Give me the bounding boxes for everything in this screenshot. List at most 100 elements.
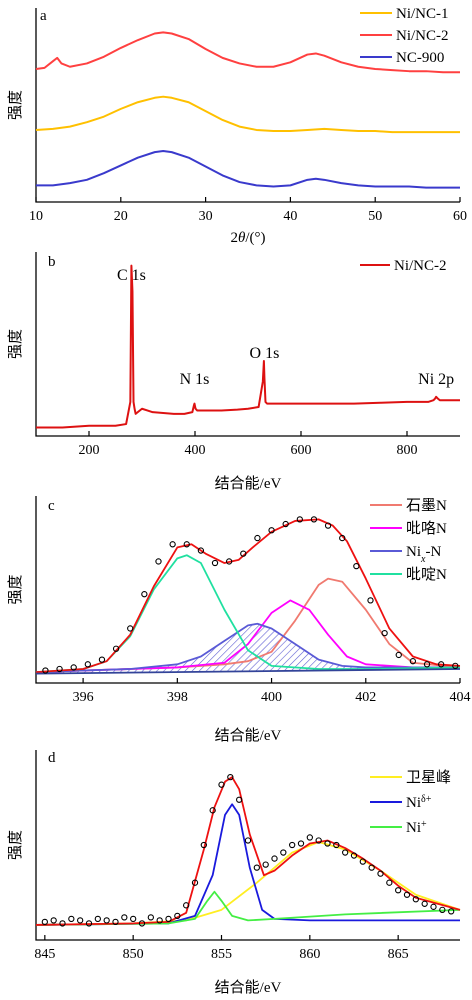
legend-label: Ni/NC-2 <box>396 28 449 44</box>
data-point <box>98 656 106 663</box>
data-point <box>289 841 296 849</box>
data-point <box>268 527 275 534</box>
panel-letter: b <box>48 254 56 270</box>
data-point <box>169 541 176 548</box>
legend-label: NC-900 <box>396 50 444 66</box>
data-point <box>236 796 243 803</box>
series-line-1 <box>35 803 460 926</box>
x-tick-label: 400 <box>185 443 206 458</box>
data-point <box>412 896 419 903</box>
x-tick-label: 50 <box>368 209 382 224</box>
data-point <box>227 773 234 781</box>
y-axis-label: 强度 <box>7 574 24 604</box>
data-point <box>359 858 366 865</box>
chart-panel-a: 10 20 30 40 50 60 2θ/(°) 强度 a Ni/NC-1 Ni/NC-2 NC-90… <box>7 6 467 246</box>
data-point <box>240 550 247 557</box>
legend-text-part: Ni/NC-2 <box>394 258 447 274</box>
series-line-1 <box>35 31 460 74</box>
data-point <box>296 516 303 523</box>
data-point <box>209 807 216 814</box>
series-line-2 <box>35 890 461 926</box>
legend-text-sup: δ+ <box>421 794 432 805</box>
data-point <box>430 903 437 910</box>
data-point <box>141 591 148 598</box>
x-tick-label: 398 <box>167 690 188 705</box>
y-axis-label: 强度 <box>7 830 24 860</box>
data-point <box>339 534 346 542</box>
panel-letter: a <box>40 8 47 24</box>
series-line-2 <box>36 150 460 189</box>
data-point <box>368 864 375 871</box>
series-line-2 <box>35 622 460 673</box>
data-point <box>68 915 75 923</box>
legend-label: 吡咯N <box>406 520 447 537</box>
data-point <box>112 918 119 926</box>
data-point <box>395 651 402 659</box>
legend-label: Ni/NC-1 <box>396 6 449 22</box>
legend-text-part: 吡啶N <box>406 566 447 583</box>
data-point <box>41 918 48 926</box>
legend-label: Niδ+ <box>406 794 432 812</box>
data-point <box>324 840 331 847</box>
x-tick-label: 402 <box>355 690 376 705</box>
series-line-3 <box>35 776 461 926</box>
legend-label: 卫星峰 <box>406 769 451 786</box>
data-point <box>244 837 252 844</box>
data-point <box>197 547 205 554</box>
legend-text-part: Ni/NC-2 <box>396 28 449 44</box>
legend-text-part: Ni <box>406 820 421 836</box>
y-axis-label: 强度 <box>7 329 24 359</box>
x-tick-label: 845 <box>34 947 55 962</box>
legend-text-part: 吡咯N <box>406 520 447 537</box>
x-tick-label: 60 <box>453 209 467 224</box>
data-point <box>165 915 172 923</box>
data-point <box>218 781 225 788</box>
x-tick-label: 800 <box>397 443 418 458</box>
data-point <box>310 516 318 523</box>
data-point <box>350 852 358 859</box>
data-point <box>156 917 163 924</box>
legend-label: 吡啶N <box>406 566 447 583</box>
data-point <box>367 597 374 604</box>
data-point <box>84 661 91 668</box>
x-tick-label: 860 <box>299 947 320 962</box>
x-tick-label: 396 <box>73 690 94 705</box>
data-point <box>94 915 101 923</box>
data-point <box>42 667 49 674</box>
data-point <box>174 912 181 920</box>
data-point <box>112 645 120 652</box>
data-point <box>353 562 360 570</box>
data-point <box>381 629 388 637</box>
legend-label: 石墨N <box>406 498 447 514</box>
y-axis-label: 强度 <box>7 90 24 120</box>
axis-frame <box>35 750 460 941</box>
data-point <box>448 908 455 915</box>
data-point <box>138 920 146 927</box>
data-point <box>403 891 411 898</box>
data-point <box>342 849 349 856</box>
data-point <box>253 864 260 871</box>
x-label-part: 2 <box>230 230 238 246</box>
x-tick-label: 30 <box>199 209 213 224</box>
data-point <box>324 522 332 529</box>
data-point <box>452 662 459 670</box>
series-line-0 <box>36 264 460 429</box>
data-point <box>315 837 322 844</box>
legend-text-part: 卫星峰 <box>406 769 451 786</box>
data-point <box>121 914 128 921</box>
data-point <box>56 665 63 673</box>
legend-text-sub: x <box>420 554 426 565</box>
x-tick-label: 600 <box>291 443 312 458</box>
data-point <box>254 534 261 542</box>
x-tick-label: 200 <box>79 443 100 458</box>
data-point <box>297 840 305 847</box>
x-tick-label: 40 <box>283 209 297 224</box>
series-line-4 <box>35 518 461 673</box>
legend-label: Ni/NC-2 <box>394 258 447 274</box>
x-label-part: /(°) <box>245 230 265 246</box>
data-point <box>127 625 134 632</box>
peak-annotation: N 1s <box>180 371 210 388</box>
data-point <box>155 558 162 565</box>
